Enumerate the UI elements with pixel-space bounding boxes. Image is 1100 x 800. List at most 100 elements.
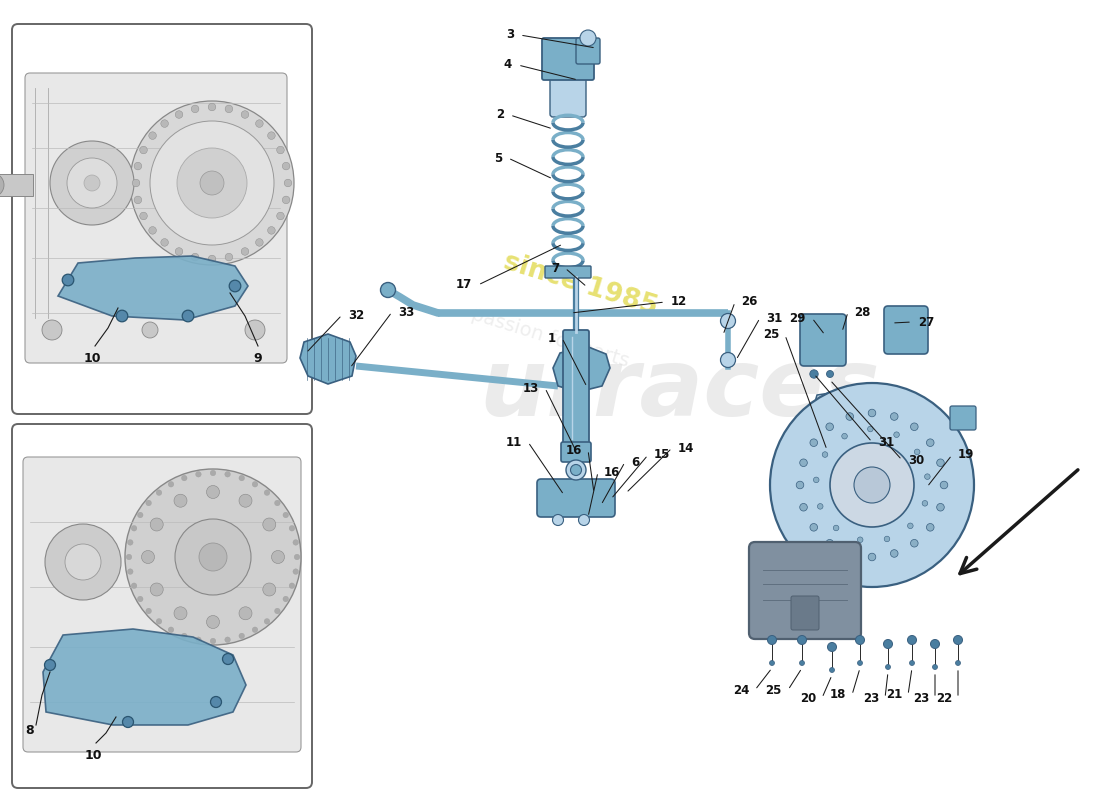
Circle shape xyxy=(138,512,143,518)
Circle shape xyxy=(826,539,834,547)
Text: 2: 2 xyxy=(496,109,504,122)
Text: passion for parts: passion for parts xyxy=(469,305,631,371)
Text: 14: 14 xyxy=(678,442,694,454)
Circle shape xyxy=(239,494,252,507)
Circle shape xyxy=(908,523,913,529)
Circle shape xyxy=(210,638,216,644)
Circle shape xyxy=(45,524,121,600)
Circle shape xyxy=(890,550,898,558)
Text: 23: 23 xyxy=(913,691,930,705)
Text: 29: 29 xyxy=(790,311,806,325)
Circle shape xyxy=(151,518,163,531)
Circle shape xyxy=(283,162,290,170)
Text: 27: 27 xyxy=(918,315,934,329)
Circle shape xyxy=(868,409,876,417)
Circle shape xyxy=(552,514,563,526)
Circle shape xyxy=(294,554,300,560)
Circle shape xyxy=(263,583,276,596)
Circle shape xyxy=(289,526,295,531)
Text: 23: 23 xyxy=(862,691,879,705)
Circle shape xyxy=(886,665,891,670)
Text: 18: 18 xyxy=(829,689,846,702)
Circle shape xyxy=(810,370,818,378)
Circle shape xyxy=(283,512,288,518)
Text: 25: 25 xyxy=(762,329,779,342)
Text: 11: 11 xyxy=(506,435,522,449)
Circle shape xyxy=(925,474,931,479)
Text: 30: 30 xyxy=(908,454,924,466)
FancyBboxPatch shape xyxy=(544,266,591,278)
Circle shape xyxy=(134,162,142,170)
Circle shape xyxy=(283,596,288,602)
Circle shape xyxy=(926,523,934,531)
Circle shape xyxy=(277,212,284,220)
Circle shape xyxy=(800,503,807,511)
Text: urraces: urraces xyxy=(480,344,880,436)
Circle shape xyxy=(813,477,820,482)
Text: 31: 31 xyxy=(766,311,782,325)
Circle shape xyxy=(868,426,873,432)
Circle shape xyxy=(224,471,230,477)
Circle shape xyxy=(183,310,194,322)
Circle shape xyxy=(854,467,890,503)
Text: 26: 26 xyxy=(741,295,758,309)
Circle shape xyxy=(130,101,294,265)
Circle shape xyxy=(241,110,249,118)
Circle shape xyxy=(245,320,265,340)
Circle shape xyxy=(138,596,143,602)
Circle shape xyxy=(800,459,807,466)
Circle shape xyxy=(263,518,276,531)
Circle shape xyxy=(142,322,158,338)
Text: 28: 28 xyxy=(854,306,870,318)
FancyBboxPatch shape xyxy=(550,75,586,117)
Circle shape xyxy=(817,503,823,509)
Circle shape xyxy=(275,608,280,614)
Circle shape xyxy=(168,482,174,487)
Circle shape xyxy=(148,226,156,234)
Circle shape xyxy=(84,175,100,191)
FancyBboxPatch shape xyxy=(561,442,591,462)
Circle shape xyxy=(267,226,275,234)
Circle shape xyxy=(810,523,817,531)
Circle shape xyxy=(796,481,804,489)
Circle shape xyxy=(933,665,937,670)
Circle shape xyxy=(908,635,916,645)
Circle shape xyxy=(199,543,227,571)
Circle shape xyxy=(151,583,163,596)
Text: 25: 25 xyxy=(766,683,782,697)
Circle shape xyxy=(239,475,244,481)
Text: 15: 15 xyxy=(654,449,670,462)
Circle shape xyxy=(856,635,865,645)
Circle shape xyxy=(911,539,918,547)
Circle shape xyxy=(857,537,864,542)
Circle shape xyxy=(67,158,117,208)
Circle shape xyxy=(284,179,292,186)
Text: 10: 10 xyxy=(85,749,101,762)
Circle shape xyxy=(834,525,839,530)
Text: 17: 17 xyxy=(455,278,472,291)
Circle shape xyxy=(937,503,944,511)
Polygon shape xyxy=(43,629,246,725)
Circle shape xyxy=(868,554,876,561)
FancyBboxPatch shape xyxy=(12,424,312,788)
Circle shape xyxy=(131,583,136,589)
Circle shape xyxy=(131,526,136,531)
Circle shape xyxy=(50,141,134,225)
Circle shape xyxy=(156,618,162,624)
Circle shape xyxy=(161,120,168,127)
Circle shape xyxy=(858,661,862,666)
Circle shape xyxy=(264,490,270,495)
FancyBboxPatch shape xyxy=(884,306,928,354)
Circle shape xyxy=(267,132,275,139)
Circle shape xyxy=(65,544,101,580)
Text: 10: 10 xyxy=(84,352,101,365)
Circle shape xyxy=(770,383,974,587)
FancyBboxPatch shape xyxy=(800,314,846,366)
Circle shape xyxy=(229,280,241,292)
Text: 20: 20 xyxy=(800,691,816,705)
Circle shape xyxy=(293,569,298,574)
Text: 32: 32 xyxy=(348,309,364,322)
Circle shape xyxy=(580,30,596,46)
Circle shape xyxy=(910,661,914,666)
Circle shape xyxy=(937,459,944,466)
